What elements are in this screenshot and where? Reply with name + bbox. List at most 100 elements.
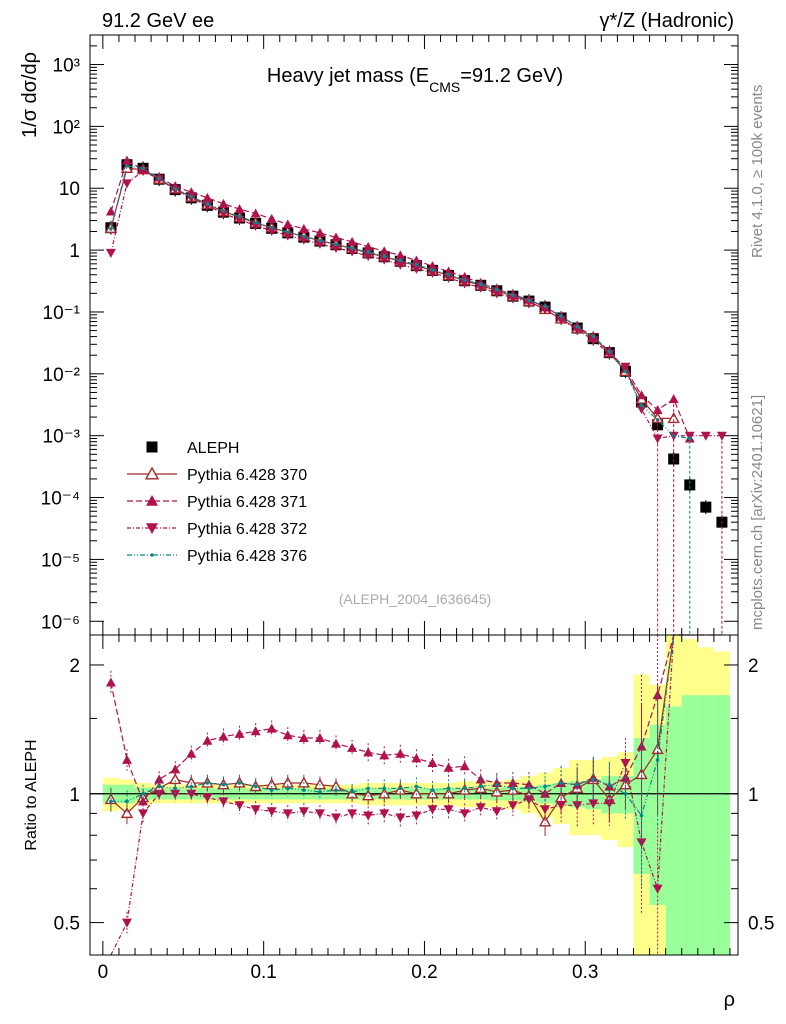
- ratio-point: [314, 733, 325, 743]
- ratio-point: [591, 777, 596, 782]
- legend: ALEPH Pythia 6.428 370 Pythia 6.428 371 Pyt…: [127, 440, 307, 565]
- data-point: [604, 349, 615, 359]
- data-point: [366, 250, 370, 254]
- ratio-point: [186, 748, 197, 758]
- legend-entry: Pythia 6.428 370: [127, 466, 307, 484]
- ratio-point: [141, 791, 145, 796]
- rivet-version-label: Rivet 4.1.0, ≥ 100k events: [749, 85, 766, 258]
- ratio-point: [173, 786, 178, 791]
- ratio-point: [170, 789, 181, 799]
- ratio-point: [411, 753, 422, 763]
- series-line: [110, 170, 722, 440]
- data-point: [334, 242, 338, 247]
- data-point: [523, 297, 534, 307]
- data-point: [221, 209, 226, 213]
- ratio-point: [298, 733, 309, 743]
- data-point: [588, 336, 599, 346]
- ratio-point: [347, 809, 358, 819]
- legend-marker: [146, 441, 158, 453]
- x-tick-label: 0.3: [572, 962, 598, 983]
- ratio-point: [237, 781, 242, 785]
- y-tick-label: 10³: [53, 56, 80, 77]
- ratio-point: [350, 790, 354, 794]
- ratio-point: [556, 801, 567, 811]
- data-point: [282, 231, 293, 241]
- data-point: [379, 246, 390, 256]
- data-point: [314, 227, 325, 237]
- ratio-point: [443, 762, 454, 772]
- ratio-y-tick-label: 0.5: [54, 914, 80, 935]
- ratio-point: [543, 784, 547, 789]
- ratio-point: [234, 728, 245, 738]
- ratio-point: [655, 758, 660, 762]
- data-point: [398, 258, 403, 263]
- ratio-point: [282, 809, 293, 819]
- series-line: [110, 167, 674, 419]
- header-right-label: γ*/Z (Hadronic): [600, 10, 734, 32]
- data-point: [591, 334, 596, 339]
- y-tick-label: 1: [69, 241, 80, 262]
- data-point: [491, 289, 502, 299]
- ratio-point: [221, 782, 226, 787]
- ratio-point: [189, 784, 194, 789]
- data-point: [446, 272, 451, 277]
- ratio-point: [234, 801, 245, 811]
- data-point: [121, 155, 132, 165]
- data-point: [282, 219, 293, 229]
- data-point: [623, 369, 628, 374]
- ratio-point: [495, 782, 499, 787]
- series-3: [105, 166, 727, 444]
- data-point: [173, 186, 178, 191]
- data-point: [668, 394, 679, 404]
- inner-band: [713, 695, 730, 955]
- data-point: [575, 324, 580, 329]
- ratio-point: [169, 773, 182, 785]
- data-point: [639, 403, 644, 408]
- ratio-series-3: [109, 634, 690, 888]
- ratio-y-axis-label: Ratio to ALEPH: [23, 739, 40, 850]
- ratio-point: [623, 791, 628, 796]
- ratio-point: [302, 788, 306, 792]
- legend-marker: [146, 495, 158, 506]
- ratio-point: [266, 807, 277, 817]
- ratio-point: [395, 813, 406, 823]
- data-point: [667, 412, 680, 424]
- ratio-point: [121, 754, 132, 764]
- y-tick-label: 10⁻⁴: [41, 489, 80, 510]
- data-point: [395, 260, 406, 270]
- data-point: [318, 238, 322, 243]
- data-point: [495, 287, 499, 292]
- ratio-point: [121, 918, 132, 928]
- data-point: [189, 194, 194, 199]
- data-point: [157, 176, 161, 181]
- data-point: [347, 247, 358, 257]
- ratio-point: [379, 809, 390, 819]
- ratio-point: [331, 738, 342, 748]
- data-point: [347, 236, 358, 246]
- ratio-point: [475, 803, 486, 813]
- data-point: [700, 431, 711, 441]
- data-point: [559, 314, 563, 319]
- ratio-point: [639, 813, 644, 818]
- ratio-point: [410, 787, 423, 799]
- data-point: [105, 206, 116, 216]
- data-point: [202, 192, 213, 202]
- data-point: [652, 405, 663, 415]
- ratio-point: [202, 793, 213, 803]
- ratio-point: [363, 747, 374, 757]
- data-point: [266, 213, 277, 223]
- ratio-point: [636, 741, 647, 751]
- data-point: [302, 234, 306, 239]
- data-point: [507, 293, 518, 303]
- ratio-point: [331, 813, 342, 823]
- data-point: [105, 248, 116, 258]
- data-point: [250, 208, 261, 218]
- data-point: [298, 223, 309, 233]
- data-point: [205, 202, 210, 206]
- data-point: [234, 204, 245, 214]
- data-point: [511, 293, 515, 298]
- data-point: [237, 214, 242, 219]
- ratio-series-2: [110, 634, 722, 956]
- data-point: [607, 349, 612, 354]
- series-line: [110, 165, 690, 440]
